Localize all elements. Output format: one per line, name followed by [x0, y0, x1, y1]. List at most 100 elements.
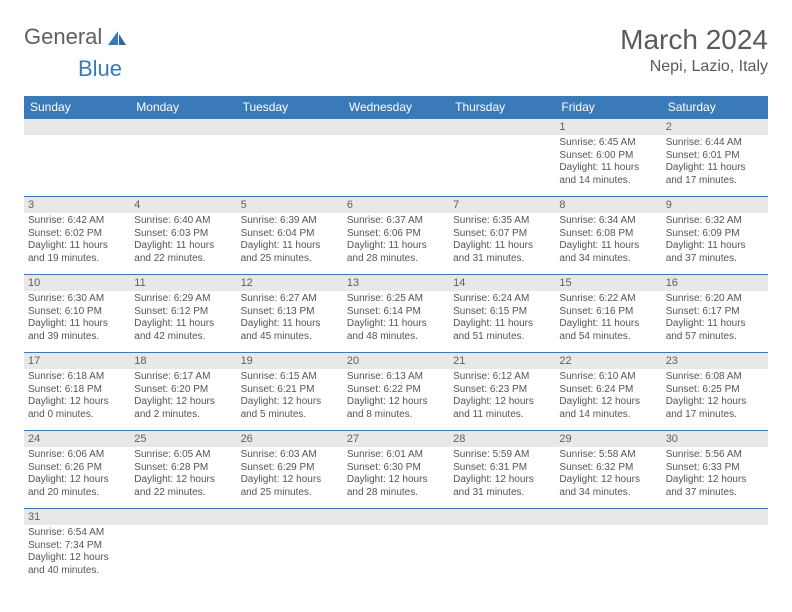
day-number: 17: [24, 353, 130, 369]
calendar-day-cell: [662, 509, 768, 587]
daylight-text-1: Daylight: 12 hours: [28, 474, 126, 487]
daylight-text-1: Daylight: 11 hours: [559, 162, 657, 175]
day-details: Sunrise: 6:29 AMSunset: 6:12 PMDaylight:…: [130, 291, 236, 347]
logo-text-general: General: [24, 24, 102, 50]
sunset-text: Sunset: 6:01 PM: [666, 150, 764, 163]
day-number: 13: [343, 275, 449, 291]
calendar-body: 1Sunrise: 6:45 AMSunset: 6:00 PMDaylight…: [24, 119, 768, 587]
sunrise-text: Sunrise: 6:35 AM: [453, 215, 551, 228]
calendar-day-cell: 1Sunrise: 6:45 AMSunset: 6:00 PMDaylight…: [555, 119, 661, 197]
sunset-text: Sunset: 7:34 PM: [28, 540, 126, 553]
day-number: 18: [130, 353, 236, 369]
daylight-text-1: Daylight: 12 hours: [28, 552, 126, 565]
sunset-text: Sunset: 6:02 PM: [28, 228, 126, 241]
calendar-day-cell: 29Sunrise: 5:58 AMSunset: 6:32 PMDayligh…: [555, 431, 661, 509]
sunset-text: Sunset: 6:31 PM: [453, 462, 551, 475]
daylight-text-1: Daylight: 11 hours: [134, 240, 232, 253]
sunrise-text: Sunrise: 6:24 AM: [453, 293, 551, 306]
day-number: 31: [24, 509, 130, 525]
sunset-text: Sunset: 6:21 PM: [241, 384, 339, 397]
day-number: [130, 119, 236, 135]
daylight-text-2: and 14 minutes.: [559, 409, 657, 422]
daylight-text-2: and 20 minutes.: [28, 487, 126, 500]
sunset-text: Sunset: 6:18 PM: [28, 384, 126, 397]
sunrise-text: Sunrise: 6:18 AM: [28, 371, 126, 384]
day-number: 20: [343, 353, 449, 369]
daylight-text-2: and 34 minutes.: [559, 487, 657, 500]
day-number: 19: [237, 353, 343, 369]
sunrise-text: Sunrise: 6:06 AM: [28, 449, 126, 462]
daylight-text-1: Daylight: 11 hours: [28, 318, 126, 331]
sunrise-text: Sunrise: 6:40 AM: [134, 215, 232, 228]
daylight-text-2: and 17 minutes.: [666, 175, 764, 188]
daylight-text-2: and 25 minutes.: [241, 487, 339, 500]
daylight-text-1: Daylight: 11 hours: [666, 318, 764, 331]
day-number: 30: [662, 431, 768, 447]
calendar-day-cell: 9Sunrise: 6:32 AMSunset: 6:09 PMDaylight…: [662, 197, 768, 275]
daylight-text-1: Daylight: 11 hours: [453, 318, 551, 331]
daylight-text-1: Daylight: 12 hours: [241, 396, 339, 409]
daylight-text-1: Daylight: 12 hours: [134, 396, 232, 409]
calendar-day-cell: [237, 119, 343, 197]
day-details: [237, 135, 343, 141]
day-number: 3: [24, 197, 130, 213]
calendar-day-cell: 21Sunrise: 6:12 AMSunset: 6:23 PMDayligh…: [449, 353, 555, 431]
calendar-day-cell: [130, 509, 236, 587]
sunrise-text: Sunrise: 6:20 AM: [666, 293, 764, 306]
calendar-week-row: 1Sunrise: 6:45 AMSunset: 6:00 PMDaylight…: [24, 119, 768, 197]
daylight-text-1: Daylight: 12 hours: [666, 474, 764, 487]
calendar-day-cell: 4Sunrise: 6:40 AMSunset: 6:03 PMDaylight…: [130, 197, 236, 275]
calendar-day-cell: 30Sunrise: 5:56 AMSunset: 6:33 PMDayligh…: [662, 431, 768, 509]
calendar-day-cell: 24Sunrise: 6:06 AMSunset: 6:26 PMDayligh…: [24, 431, 130, 509]
day-details: Sunrise: 6:44 AMSunset: 6:01 PMDaylight:…: [662, 135, 768, 191]
calendar-day-cell: 7Sunrise: 6:35 AMSunset: 6:07 PMDaylight…: [449, 197, 555, 275]
sunset-text: Sunset: 6:00 PM: [559, 150, 657, 163]
sunrise-text: Sunrise: 6:15 AM: [241, 371, 339, 384]
day-details: Sunrise: 6:17 AMSunset: 6:20 PMDaylight:…: [130, 369, 236, 425]
weekday-header: Saturday: [662, 96, 768, 119]
daylight-text-1: Daylight: 12 hours: [134, 474, 232, 487]
daylight-text-2: and 22 minutes.: [134, 487, 232, 500]
day-details: [662, 525, 768, 531]
day-details: Sunrise: 6:15 AMSunset: 6:21 PMDaylight:…: [237, 369, 343, 425]
daylight-text-1: Daylight: 11 hours: [559, 318, 657, 331]
calendar-week-row: 17 Sunrise: 6:18 AMSunset: 6:18 PM Dayligh…: [24, 353, 768, 431]
daylight-text-1: Daylight: 11 hours: [453, 240, 551, 253]
day-details: Sunrise: 6:20 AMSunset: 6:17 PMDaylight:…: [662, 291, 768, 347]
daylight-text-2: and 25 minutes.: [241, 253, 339, 266]
day-details: Sunrise: 6:08 AMSunset: 6:25 PMDaylight:…: [662, 369, 768, 425]
day-number: 29: [555, 431, 661, 447]
sunrise-text: Sunrise: 6:10 AM: [559, 371, 657, 384]
month-title: March 2024: [620, 24, 768, 56]
sunset-text: Sunset: 6:15 PM: [453, 306, 551, 319]
weekday-header-row: SundayMondayTuesdayWednesdayThursdayFrid…: [24, 96, 768, 119]
sunrise-text: Sunrise: 5:58 AM: [559, 449, 657, 462]
calendar-day-cell: 2Sunrise: 6:44 AMSunset: 6:01 PMDaylight…: [662, 119, 768, 197]
daylight-text-2: and 22 minutes.: [134, 253, 232, 266]
day-details: [555, 525, 661, 531]
day-details: Sunrise: 5:56 AMSunset: 6:33 PMDaylight:…: [662, 447, 768, 503]
weekday-header: Thursday: [449, 96, 555, 119]
day-number: [662, 509, 768, 525]
sunset-text: Sunset: 6:28 PM: [134, 462, 232, 475]
day-details: Sunrise: 6:34 AMSunset: 6:08 PMDaylight:…: [555, 213, 661, 269]
calendar-day-cell: 31Sunrise: 6:54 AMSunset: 7:34 PMDayligh…: [24, 509, 130, 587]
daylight-text-1: Daylight: 11 hours: [666, 240, 764, 253]
day-number: 22: [555, 353, 661, 369]
calendar-day-cell: 22Sunrise: 6:10 AMSunset: 6:24 PMDayligh…: [555, 353, 661, 431]
calendar-day-cell: 10Sunrise: 6:30 AMSunset: 6:10 PMDayligh…: [24, 275, 130, 353]
day-number: 10: [24, 275, 130, 291]
sunrise-text: Sunrise: 6:05 AM: [134, 449, 232, 462]
daylight-text-1: Daylight: 12 hours: [453, 474, 551, 487]
day-details: [343, 525, 449, 531]
daylight-text-1: Daylight: 11 hours: [241, 318, 339, 331]
daylight-text-1: Daylight: 11 hours: [347, 240, 445, 253]
daylight-text-2: and 8 minutes.: [347, 409, 445, 422]
daylight-text-2: and 48 minutes.: [347, 331, 445, 344]
sunset-text: Sunset: 6:30 PM: [347, 462, 445, 475]
sunrise-text: Sunrise: 6:39 AM: [241, 215, 339, 228]
day-number: 5: [237, 197, 343, 213]
sunrise-text: Sunrise: 6:32 AM: [666, 215, 764, 228]
calendar-day-cell: 23Sunrise: 6:08 AMSunset: 6:25 PMDayligh…: [662, 353, 768, 431]
day-number: 6: [343, 197, 449, 213]
